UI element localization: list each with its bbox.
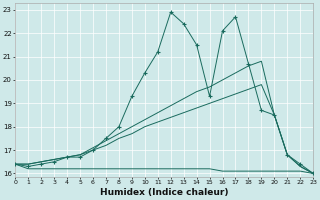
X-axis label: Humidex (Indice chaleur): Humidex (Indice chaleur) — [100, 188, 228, 197]
